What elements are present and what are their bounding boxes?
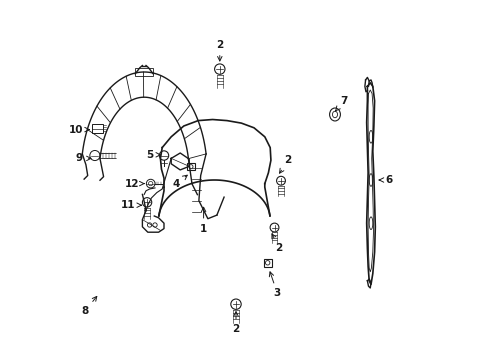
Bar: [187, 163, 195, 170]
Text: 1: 1: [200, 207, 207, 234]
Text: 3: 3: [270, 272, 281, 298]
Text: 2: 2: [232, 312, 240, 334]
Text: 5: 5: [146, 150, 160, 160]
Text: 2: 2: [216, 40, 223, 61]
Text: 4: 4: [173, 175, 187, 189]
Text: 10: 10: [69, 125, 89, 135]
Text: 12: 12: [124, 179, 145, 189]
Text: 7: 7: [336, 96, 348, 111]
Text: 2: 2: [272, 234, 283, 253]
Text: 8: 8: [81, 296, 97, 316]
Text: 9: 9: [76, 153, 91, 163]
Text: 2: 2: [279, 155, 292, 173]
Text: 11: 11: [121, 200, 142, 210]
Text: 6: 6: [379, 175, 392, 185]
Bar: [264, 259, 271, 267]
